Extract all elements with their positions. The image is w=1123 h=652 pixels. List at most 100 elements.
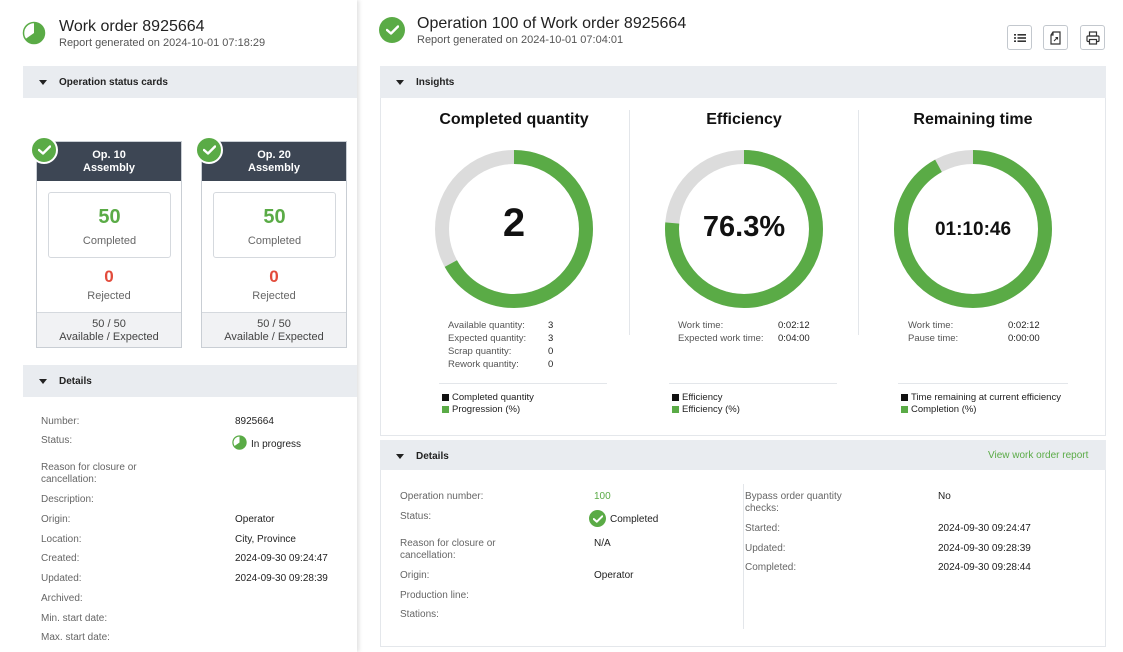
- detail-label-location: Location:: [41, 534, 82, 545]
- stat-label: Pause time:: [908, 333, 959, 344]
- detail-label-status: Status:: [400, 511, 432, 522]
- view-work-order-report-link[interactable]: View work order report: [988, 450, 1089, 461]
- detail-value-origin: Operator: [594, 570, 634, 581]
- legend-swatch: [901, 394, 908, 401]
- detail-label-stations: Stations:: [400, 609, 439, 620]
- detail-label-min-start: Min. start date:: [41, 613, 108, 624]
- operation-status-cards-toggle[interactable]: Operation status cards: [23, 66, 357, 98]
- section-title: Details: [416, 450, 449, 462]
- operation-details-panel: Operation number: 100 Status: Completed …: [380, 470, 1106, 647]
- export-button[interactable]: [1043, 25, 1068, 50]
- detail-value-updated: 2024-09-30 09:28:39: [938, 543, 1031, 554]
- detail-value-reason: N/A: [594, 538, 611, 549]
- stat-value: 3: [548, 333, 554, 344]
- detail-label-completed: Completed:: [745, 562, 797, 573]
- completed-count: 50: [98, 206, 121, 228]
- card-footer: 50 / 50 Available / Expected: [37, 312, 181, 347]
- completed-check-icon: [195, 136, 223, 164]
- stat-label: Work time:: [908, 320, 954, 331]
- remaining-time-gauge: [894, 150, 1052, 308]
- legend-swatch: [672, 394, 679, 401]
- operation-card-20[interactable]: Op. 20 Assembly 50 Completed 0 Rejected …: [201, 141, 347, 348]
- divider: [629, 110, 630, 335]
- operation-title: Operation 100 of Work order 8925664: [417, 15, 687, 32]
- detail-value-status: Completed: [610, 514, 659, 525]
- detail-label-bypass: Bypass order quantity checks:: [745, 491, 842, 514]
- detail-label-max-start: Max. start date:: [41, 632, 110, 643]
- insight-title: Efficiency: [706, 111, 782, 128]
- completed-label: Completed: [82, 235, 137, 247]
- list-view-button[interactable]: [1007, 25, 1032, 50]
- divider: [858, 110, 859, 335]
- legend-item: Completed quantity: [442, 392, 534, 403]
- stat-value: 0: [548, 359, 554, 370]
- legend-label: Completed quantity: [452, 392, 534, 403]
- stat-label: Scrap quantity:: [448, 346, 512, 357]
- rejected-label: Rejected: [87, 290, 131, 302]
- operation-number: Op. 10: [92, 149, 126, 161]
- caret-down-icon: [396, 79, 404, 85]
- efficiency-value: 76.3%: [702, 211, 786, 243]
- section-title: Operation status cards: [59, 76, 168, 88]
- detail-value-completed: 2024-09-30 09:28:44: [938, 562, 1031, 573]
- operation-card-10[interactable]: Op. 10 Assembly 50 Completed 0 Rejected …: [36, 141, 182, 348]
- completed-box: 50 Completed: [213, 192, 336, 258]
- work-order-title: Work order 8925664: [59, 18, 205, 35]
- operation-details-toggle[interactable]: Details: [380, 440, 1106, 472]
- detail-label-updated: Updated:: [41, 573, 82, 584]
- stat-label: Expected work time:: [678, 333, 764, 344]
- detail-value-updated: 2024-09-30 09:28:39: [235, 573, 328, 584]
- detail-label-updated: Updated:: [745, 543, 786, 554]
- detail-value-status: In progress: [251, 439, 302, 450]
- available-expected-label: Available / Expected: [224, 331, 324, 343]
- legend-item: Progression (%): [442, 404, 520, 415]
- detail-label-description: Description:: [41, 494, 94, 505]
- detail-value-number: 8925664: [235, 416, 274, 427]
- rejected-count: 0: [269, 267, 279, 286]
- remaining-time-value: 01:10:46: [934, 219, 1012, 240]
- rejected-label: Rejected: [252, 290, 296, 302]
- operation-name: Assembly: [248, 162, 300, 174]
- efficiency-gauge: [665, 150, 823, 308]
- stat-value: 0:04:00: [778, 333, 810, 344]
- completed-quantity-value: 2: [502, 201, 526, 245]
- insights-toggle[interactable]: Insights: [380, 66, 1106, 98]
- print-button[interactable]: [1080, 25, 1105, 50]
- legend-swatch: [901, 406, 908, 413]
- rejected-count: 0: [104, 267, 114, 286]
- detail-label-origin: Origin:: [400, 570, 430, 581]
- in-progress-icon: [232, 435, 247, 450]
- insights-panel: Completed quantity 2 Available quantity:…: [380, 98, 1106, 436]
- available-expected-label: Available / Expected: [59, 331, 159, 343]
- detail-value-operation-number[interactable]: 100: [594, 491, 611, 502]
- detail-value-origin: Operator: [235, 514, 275, 525]
- operation-subtitle: Report generated on 2024-10-01 07:04:01: [417, 34, 624, 46]
- details-toggle[interactable]: Details: [23, 365, 357, 397]
- completed-check-icon: [589, 510, 606, 527]
- legend-divider: [898, 383, 1068, 384]
- rejected-block: 0 Rejected: [37, 267, 181, 302]
- legend-swatch: [672, 406, 679, 413]
- legend-label: Completion (%): [911, 404, 977, 415]
- detail-label-reason: Reason for closure or cancellation:: [400, 538, 496, 561]
- legend-item: Efficiency (%): [672, 404, 740, 415]
- detail-value-created: 2024-09-30 09:24:47: [235, 553, 328, 564]
- legend-label: Time remaining at current efficiency: [911, 392, 1061, 403]
- divider: [743, 484, 744, 629]
- rejected-block: 0 Rejected: [202, 267, 346, 302]
- detail-label-status: Status:: [41, 435, 73, 446]
- available-expected-ratio: 50 / 50: [92, 318, 126, 330]
- legend-item: Efficiency: [672, 392, 722, 403]
- stat-label: Work time:: [678, 320, 724, 331]
- detail-label-operation-number: Operation number:: [400, 491, 484, 502]
- stat-value: 0: [548, 346, 554, 357]
- available-expected-ratio: 50 / 50: [257, 318, 291, 330]
- caret-down-icon: [39, 79, 47, 85]
- section-title: Details: [59, 375, 92, 387]
- completed-label: Completed: [247, 235, 302, 247]
- in-progress-icon: [22, 21, 46, 45]
- insight-title: Remaining time: [913, 111, 1033, 128]
- caret-down-icon: [396, 453, 404, 459]
- stat-value: 0:02:12: [1008, 320, 1040, 331]
- stat-label: Available quantity:: [448, 320, 525, 331]
